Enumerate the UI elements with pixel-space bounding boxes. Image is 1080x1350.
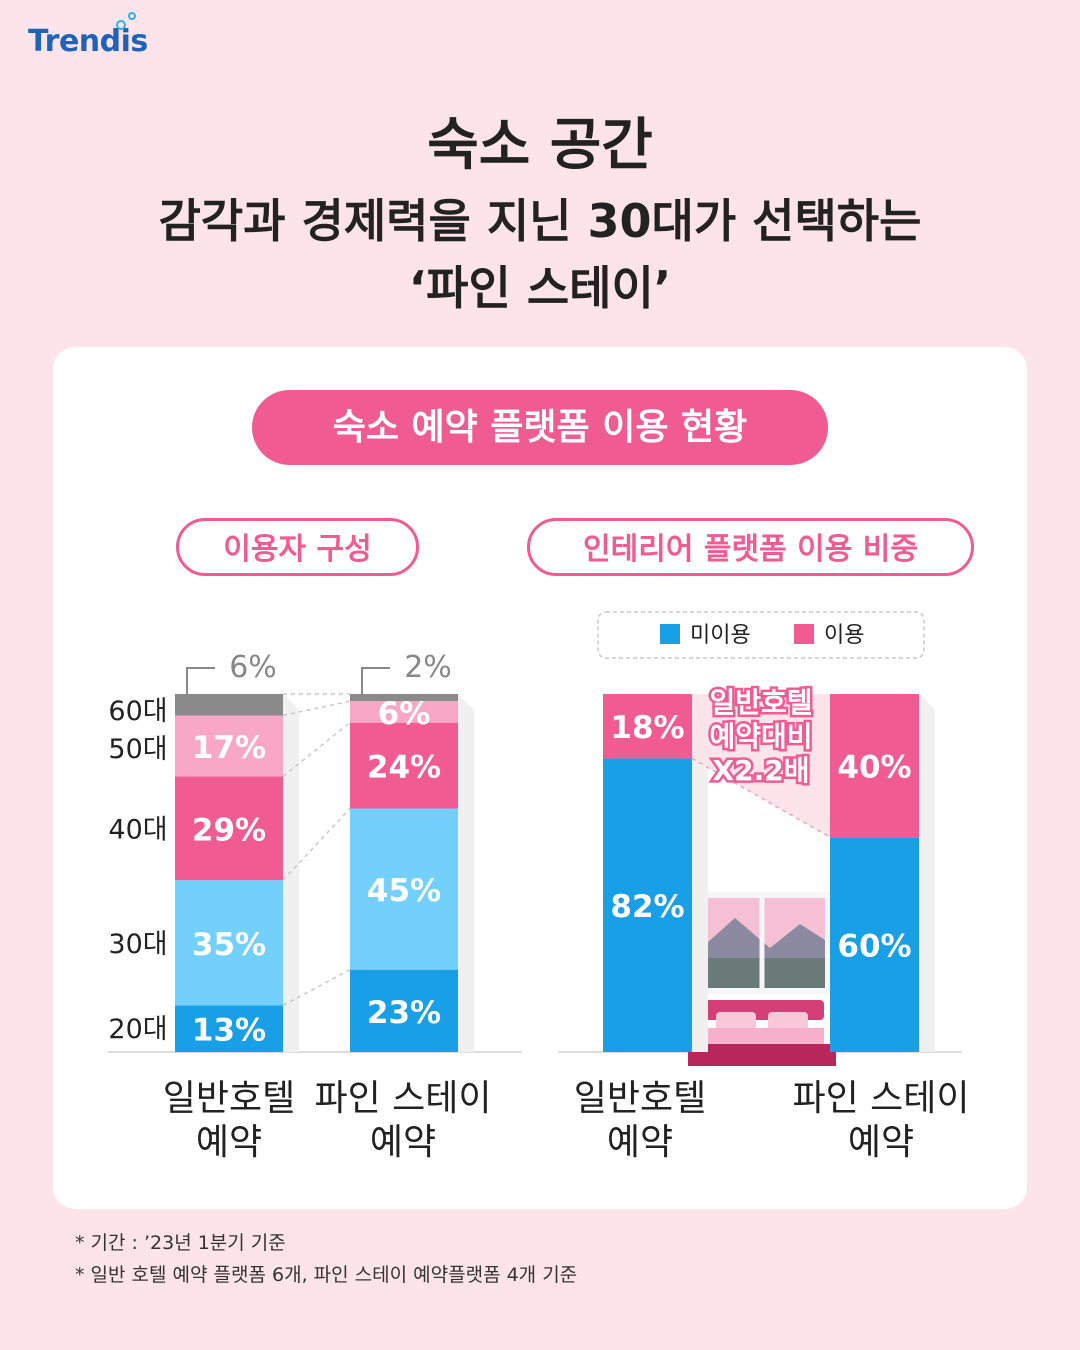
left-bar-label-1-3: 6% <box>378 696 431 732</box>
left-callout-label-1: 2% <box>404 650 452 685</box>
left-bar-label-1-2: 24% <box>367 750 441 786</box>
left-bar-0-seg-0 <box>175 1005 283 1052</box>
right-chart-pill: 인테리어 플랫폼 이용 비중 <box>527 518 974 576</box>
logo-dot-small-icon <box>128 12 136 20</box>
right-bar-1-shadow <box>919 694 935 1052</box>
left-age-label-2: 40대 <box>108 814 167 845</box>
left-bar-label-1-1: 45% <box>367 873 441 909</box>
left-connector-1 <box>282 808 351 881</box>
right-category-0-line-1: 예약 <box>607 1122 673 1163</box>
legend-box <box>597 611 925 659</box>
footnote-1: * 기간 : ’23년 1분기 기준 <box>75 1232 286 1254</box>
right-bar-label-1-0: 60% <box>837 929 911 965</box>
left-bar-1-seg-0 <box>350 969 458 1052</box>
left-callout-label-0: 6% <box>229 650 277 685</box>
right-bar-label-0-1: 18% <box>610 710 684 746</box>
legend-label-use: 이용 <box>824 623 864 648</box>
left-connector-2 <box>282 722 351 777</box>
left-bar-0-seg-4 <box>175 694 283 716</box>
bed-blanket <box>700 1028 824 1046</box>
left-bar-0-shadow <box>283 694 299 1052</box>
bed-pillow-left <box>716 1012 756 1030</box>
right-bar-1-seg-1 <box>830 694 919 838</box>
right-category-1-line-0: 파인 스테이 <box>792 1078 969 1119</box>
legend-swatch-use <box>794 624 814 644</box>
right-bar-1-seg-0 <box>830 837 919 1052</box>
right-use-band-edge <box>691 757 831 838</box>
right-annotation-line-2: X2.2배 <box>713 754 810 787</box>
title-line-3: ‘파인 스테이’ <box>408 261 672 315</box>
left-callout-line-1 <box>361 667 390 694</box>
left-bar-1-seg-4 <box>350 694 458 702</box>
right-bar-0-shadow <box>692 694 708 1052</box>
trendis-logo: Trendis <box>28 12 148 59</box>
left-bar-0-seg-2 <box>175 776 283 881</box>
left-chart-pill: 이용자 구성 <box>176 518 419 576</box>
right-annotation-line-1: 예약대비 <box>709 720 812 753</box>
title-line-2: 감각과 경제력을 지닌 30대가 선택하는 <box>158 194 922 248</box>
left-bar-1-seg-1 <box>350 808 458 970</box>
left-bar-1-seg-3 <box>350 701 458 723</box>
left-bar-label-1-0: 23% <box>367 995 441 1031</box>
logo-text: Trendis <box>28 24 148 59</box>
main-section-pill: 숙소 예약 플랫폼 이용 현황 <box>252 390 828 465</box>
left-bar-1-shadow <box>458 694 474 1052</box>
right-bar-0-seg-0 <box>603 758 692 1052</box>
right-use-band <box>692 694 830 838</box>
left-age-label-4: 60대 <box>108 696 167 727</box>
logo-dot-icon <box>116 20 126 30</box>
left-age-label-0: 20대 <box>108 1014 167 1045</box>
left-age-label-3: 50대 <box>108 734 167 765</box>
left-bar-label-0-1: 35% <box>192 927 266 963</box>
legend-swatch-non-use <box>660 624 680 644</box>
footnote-2: * 일반 호텔 예약 플랫폼 6개, 파인 스테이 예약플랫폼 4개 기준 <box>75 1264 578 1286</box>
left-bar-label-0-2: 29% <box>192 812 266 848</box>
left-category-1-line-0: 파인 스테이 <box>314 1078 491 1119</box>
bed-pillow-right <box>768 1012 808 1030</box>
left-connector-3 <box>282 700 351 717</box>
left-category-0-line-1: 예약 <box>196 1122 262 1163</box>
right-category-0-line-0: 일반호텔 <box>574 1078 706 1119</box>
left-bar-label-0-0: 13% <box>192 1013 266 1049</box>
right-bar-label-1-1: 40% <box>837 750 911 786</box>
right-annotation-line-0: 일반호텔 <box>709 686 812 719</box>
right-category-1-line-1: 예약 <box>848 1122 914 1163</box>
legend-label-non-use: 미이용 <box>690 623 751 648</box>
left-bar-0-seg-1 <box>175 880 283 1006</box>
right-bar-label-0-0: 82% <box>610 889 684 925</box>
title-line-1: 숙소 공간 <box>427 113 653 178</box>
left-category-0-line-0: 일반호텔 <box>163 1078 295 1119</box>
left-bar-0-seg-3 <box>175 715 283 777</box>
left-bar-1-seg-2 <box>350 722 458 809</box>
left-category-1-line-1: 예약 <box>370 1122 436 1163</box>
left-bar-label-0-3: 17% <box>192 730 266 766</box>
left-age-label-1: 30대 <box>108 929 167 960</box>
right-bar-0-seg-1 <box>603 694 692 759</box>
bed-frame <box>688 1044 836 1066</box>
left-callout-line-0 <box>186 667 215 694</box>
